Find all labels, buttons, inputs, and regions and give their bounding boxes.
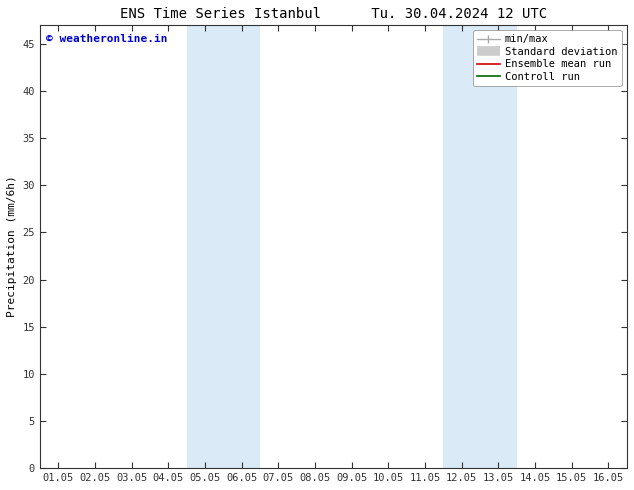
Bar — [186, 25, 260, 468]
Legend: min/max, Standard deviation, Ensemble mean run, Controll run: min/max, Standard deviation, Ensemble me… — [472, 30, 621, 86]
Y-axis label: Precipitation (mm/6h): Precipitation (mm/6h) — [7, 176, 17, 318]
Bar — [443, 25, 517, 468]
Title: ENS Time Series Istanbul      Tu. 30.04.2024 12 UTC: ENS Time Series Istanbul Tu. 30.04.2024 … — [120, 7, 547, 21]
Text: © weatheronline.in: © weatheronline.in — [46, 34, 167, 44]
